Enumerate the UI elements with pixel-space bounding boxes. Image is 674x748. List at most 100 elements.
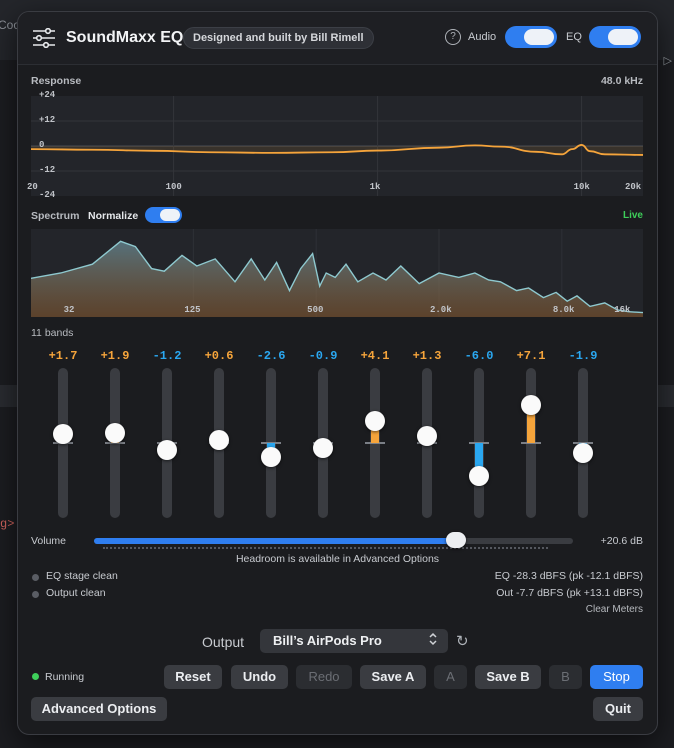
- title-bar: SoundMaxx EQ Designed and built by Bill …: [18, 12, 657, 65]
- response-x-tick: 1k: [369, 182, 381, 192]
- band-gain-value: -6.0: [464, 349, 494, 363]
- output-meter: Out -7.7 dBFS (pk +13.1 dBFS): [496, 587, 643, 599]
- refresh-icon[interactable]: ↻: [456, 633, 469, 650]
- response-x-tick: 20k: [625, 182, 642, 192]
- eq-label: EQ: [566, 31, 582, 43]
- author-badge: Designed and built by Bill Rimell: [183, 27, 374, 49]
- band-gain-value: +0.6: [204, 349, 234, 363]
- band-gain-value: -0.9: [308, 349, 338, 363]
- spectrum-x-tick: 2.0k: [430, 305, 452, 315]
- sliders-icon: [33, 28, 55, 48]
- band-gain-value: +1.7: [48, 349, 78, 363]
- audio-label: Audio: [468, 31, 497, 43]
- spectrum-line: [30, 240, 644, 314]
- audio-toggle[interactable]: [505, 26, 557, 48]
- live-indicator: Live: [622, 210, 643, 221]
- eq-window: SoundMaxx EQ Designed and built by Bill …: [17, 11, 658, 735]
- band-zero-line: [521, 442, 541, 444]
- response-plot: [30, 96, 644, 196]
- band-slider-thumb[interactable]: [53, 423, 73, 444]
- spectrum-x-tick: 16k: [614, 305, 631, 315]
- band-slider-thumb[interactable]: [521, 394, 541, 415]
- help-icon[interactable]: ?: [445, 29, 461, 45]
- band-gain-value: -2.6: [256, 349, 286, 363]
- spectrum-graph: [30, 229, 644, 317]
- response-y-tick: -24: [39, 190, 56, 200]
- band-zero-line: [365, 442, 385, 444]
- bands-count: 11 bands: [31, 327, 74, 339]
- spectrum-label: Spectrum: [31, 210, 80, 222]
- band-slider-thumb[interactable]: [365, 410, 385, 431]
- band-gain-value: +7.1: [516, 349, 546, 363]
- reset-button[interactable]: Reset: [164, 665, 222, 689]
- output-device-select[interactable]: Bill’s AirPods Pro: [260, 629, 448, 653]
- background-code: g>: [0, 517, 15, 531]
- eq-stage-status: EQ stage clean: [46, 570, 118, 582]
- response-y-tick: -12: [39, 165, 56, 175]
- normalize-toggle[interactable]: [145, 207, 182, 223]
- volume-track[interactable]: [94, 538, 573, 544]
- band-slider-thumb[interactable]: [469, 465, 489, 486]
- band-gain-value: +4.1: [360, 349, 390, 363]
- band-gain-value: -1.2: [152, 349, 182, 363]
- advanced-options-button[interactable]: Advanced Options: [31, 697, 167, 721]
- band-slider-thumb[interactable]: [157, 439, 177, 460]
- volume-label: Volume: [31, 535, 67, 547]
- response-label: Response: [31, 75, 82, 87]
- spectrum-x-tick: 125: [184, 305, 201, 315]
- quit-button[interactable]: Quit: [593, 697, 643, 721]
- response-y-tick: +12: [39, 115, 56, 125]
- running-status: Running: [45, 671, 85, 683]
- volume-headroom-marks: [103, 547, 548, 549]
- app-title: SoundMaxx EQ: [66, 29, 184, 46]
- response-curve: [30, 144, 644, 156]
- save-b-button[interactable]: Save B: [475, 665, 541, 689]
- headroom-note: Headroom is available in Advanced Option…: [235, 553, 440, 565]
- recall-a-button[interactable]: A: [434, 665, 467, 689]
- band-slider-thumb[interactable]: [261, 447, 281, 468]
- band-slider-thumb[interactable]: [105, 422, 125, 443]
- save-a-button[interactable]: Save A: [360, 665, 426, 689]
- band-zero-line: [105, 442, 125, 444]
- band-fill: [371, 420, 379, 443]
- response-y-tick: 0: [39, 140, 45, 150]
- sample-rate: 48.0 kHz: [600, 75, 643, 87]
- volume-value: +20.6 dB: [600, 535, 643, 547]
- running-indicator: [32, 673, 39, 680]
- eq-meter: EQ -28.3 dBFS (pk -12.1 dBFS): [494, 570, 643, 582]
- redo-button[interactable]: Redo: [296, 665, 352, 689]
- band-gain-value: +1.9: [100, 349, 130, 363]
- spectrum-plot: [30, 229, 644, 317]
- eq-toggle[interactable]: [589, 26, 641, 48]
- output-label: Output: [202, 634, 245, 650]
- band-slider-thumb[interactable]: [417, 425, 437, 446]
- response-graph: [30, 96, 644, 196]
- output-indicator: [32, 591, 39, 598]
- recall-b-button[interactable]: B: [549, 665, 582, 689]
- response-x-tick: 20: [27, 182, 38, 192]
- spectrum-x-tick: 8.0k: [552, 305, 575, 315]
- response-x-tick: 100: [165, 182, 182, 192]
- stop-button[interactable]: Stop: [590, 665, 643, 689]
- undo-button[interactable]: Undo: [231, 665, 288, 689]
- normalize-label: Normalize: [88, 210, 139, 222]
- response-fill: [31, 144, 643, 155]
- clear-meters-button[interactable]: Clear Meters: [585, 604, 643, 615]
- band-slider-thumb[interactable]: [573, 443, 593, 464]
- band-slider-thumb[interactable]: [209, 429, 229, 450]
- chevron-updown-icon: [428, 631, 438, 650]
- band-fill: [475, 443, 483, 476]
- background-text: Coo: [0, 18, 21, 32]
- output-status: Output clean: [46, 587, 106, 599]
- volume-slider-thumb[interactable]: [445, 532, 466, 548]
- eq-stage-indicator: [32, 574, 39, 581]
- band-gain-value: +1.3: [412, 349, 442, 363]
- output-device-value: Bill’s AirPods Pro: [273, 633, 382, 648]
- background-run-icon: ▷: [663, 55, 672, 67]
- spectrum-x-tick: 500: [307, 305, 324, 315]
- band-fill: [527, 404, 535, 443]
- response-x-tick: 10k: [573, 182, 590, 192]
- response-y-tick: +24: [39, 90, 56, 100]
- spectrum-x-tick: 32: [63, 305, 75, 315]
- band-slider-thumb[interactable]: [313, 437, 333, 458]
